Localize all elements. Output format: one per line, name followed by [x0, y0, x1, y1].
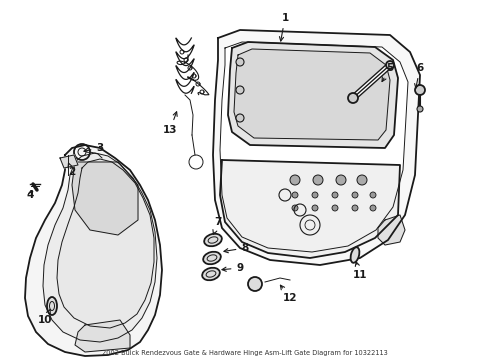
Text: 2: 2 — [68, 163, 76, 177]
Circle shape — [414, 85, 424, 95]
Circle shape — [347, 93, 357, 103]
Polygon shape — [72, 162, 138, 235]
Text: 13: 13 — [163, 112, 177, 135]
Polygon shape — [57, 159, 154, 328]
Polygon shape — [227, 42, 397, 148]
Ellipse shape — [204, 234, 222, 246]
Ellipse shape — [203, 252, 221, 264]
Polygon shape — [25, 145, 162, 356]
Text: 4: 4 — [26, 190, 34, 200]
Text: 12: 12 — [280, 285, 297, 303]
Circle shape — [312, 175, 323, 185]
Polygon shape — [60, 155, 78, 168]
Circle shape — [331, 205, 337, 211]
Text: 10: 10 — [38, 309, 52, 325]
Circle shape — [291, 192, 297, 198]
Circle shape — [335, 175, 346, 185]
Text: 2002 Buick Rendezvous Gate & Hardware Hinge Asm-Lift Gate Diagram for 10322113: 2002 Buick Rendezvous Gate & Hardware Hi… — [102, 350, 386, 356]
Circle shape — [351, 192, 357, 198]
Circle shape — [385, 61, 393, 69]
Polygon shape — [75, 320, 130, 352]
Text: 3: 3 — [84, 143, 103, 153]
Ellipse shape — [202, 268, 220, 280]
Circle shape — [331, 192, 337, 198]
Text: 8: 8 — [224, 243, 248, 253]
Polygon shape — [220, 160, 399, 258]
Circle shape — [236, 58, 244, 66]
Circle shape — [311, 192, 317, 198]
Ellipse shape — [47, 297, 57, 315]
Circle shape — [236, 114, 244, 122]
Text: 6: 6 — [414, 63, 423, 88]
Polygon shape — [234, 49, 389, 140]
Circle shape — [236, 86, 244, 94]
Circle shape — [247, 277, 262, 291]
Circle shape — [351, 205, 357, 211]
Text: 1: 1 — [279, 13, 288, 41]
Circle shape — [291, 205, 297, 211]
Text: 7: 7 — [212, 217, 221, 234]
Text: 11: 11 — [352, 262, 366, 280]
Circle shape — [289, 175, 299, 185]
Polygon shape — [43, 153, 157, 342]
Circle shape — [356, 175, 366, 185]
Circle shape — [311, 205, 317, 211]
Circle shape — [416, 106, 422, 112]
Text: 5: 5 — [381, 63, 393, 81]
Circle shape — [369, 192, 375, 198]
Polygon shape — [213, 30, 419, 265]
Circle shape — [369, 205, 375, 211]
Ellipse shape — [350, 247, 359, 263]
Polygon shape — [377, 215, 404, 245]
Polygon shape — [220, 42, 407, 252]
Text: 9: 9 — [222, 263, 243, 273]
